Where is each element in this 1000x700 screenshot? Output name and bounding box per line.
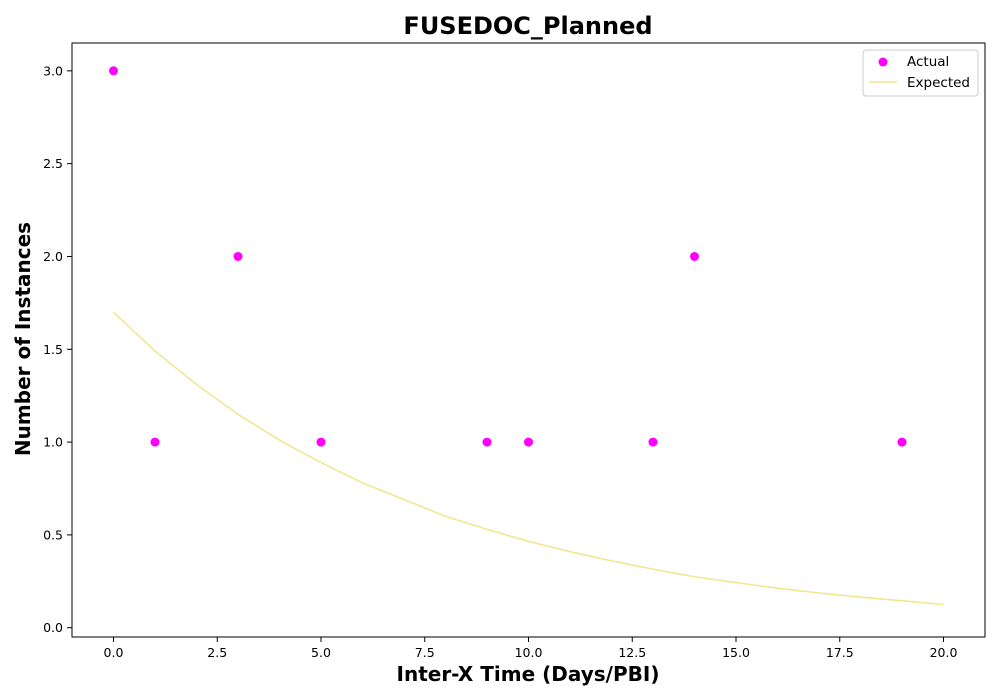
y-axis: 0.0 0.5 1.0 1.5 2.0 2.5 3.0 <box>43 63 72 635</box>
x-axis: 0.0 2.5 5.0 7.5 10.0 12.5 15.0 17.5 20.0 <box>104 637 958 660</box>
actual-data-point <box>648 437 658 447</box>
actual-data-point <box>109 66 118 76</box>
expected-series-line <box>112 311 944 606</box>
plot-frame <box>71 42 986 638</box>
actual-data-point <box>897 437 907 447</box>
actual-data-point <box>524 437 533 447</box>
legend-expected-label: Expected <box>907 75 970 91</box>
y-tick-label: 1.0 <box>43 435 63 450</box>
x-tick-label: 20.0 <box>930 645 958 660</box>
x-axis-label: Inter-X Time (Days/PBI) <box>397 662 660 686</box>
x-tick-label: 10.0 <box>515 645 543 660</box>
legend-actual-marker <box>878 57 888 67</box>
actual-data-point <box>233 252 243 261</box>
y-tick-label: 2.5 <box>43 156 63 171</box>
legend-actual-label: Actual <box>907 54 949 70</box>
actual-data-point <box>690 252 699 261</box>
plot-marks <box>109 66 944 606</box>
x-tick-label: 2.5 <box>207 645 227 660</box>
legend-box <box>862 49 979 97</box>
x-tick-label: 5.0 <box>311 645 331 660</box>
x-tick-label: 7.5 <box>415 645 435 660</box>
chart-title: FUSEDOC_Planned <box>403 12 652 40</box>
actual-data-point <box>150 437 160 447</box>
x-tick-label: 0.0 <box>104 645 124 660</box>
y-tick-label: 2.0 <box>43 249 63 264</box>
x-tick-label: 17.5 <box>826 645 854 660</box>
y-tick-label: 3.0 <box>43 63 63 78</box>
legend: Actual Expected <box>862 49 979 97</box>
x-tick-label: 15.0 <box>722 645 750 660</box>
actual-data-point <box>482 437 492 447</box>
y-axis-label: Number of Instances <box>11 222 35 456</box>
actual-data-point <box>316 437 326 447</box>
x-tick-label: 12.5 <box>618 645 646 660</box>
y-tick-label: 0.0 <box>43 620 63 635</box>
y-tick-label: 1.5 <box>43 342 63 357</box>
y-tick-label: 0.5 <box>43 527 63 542</box>
